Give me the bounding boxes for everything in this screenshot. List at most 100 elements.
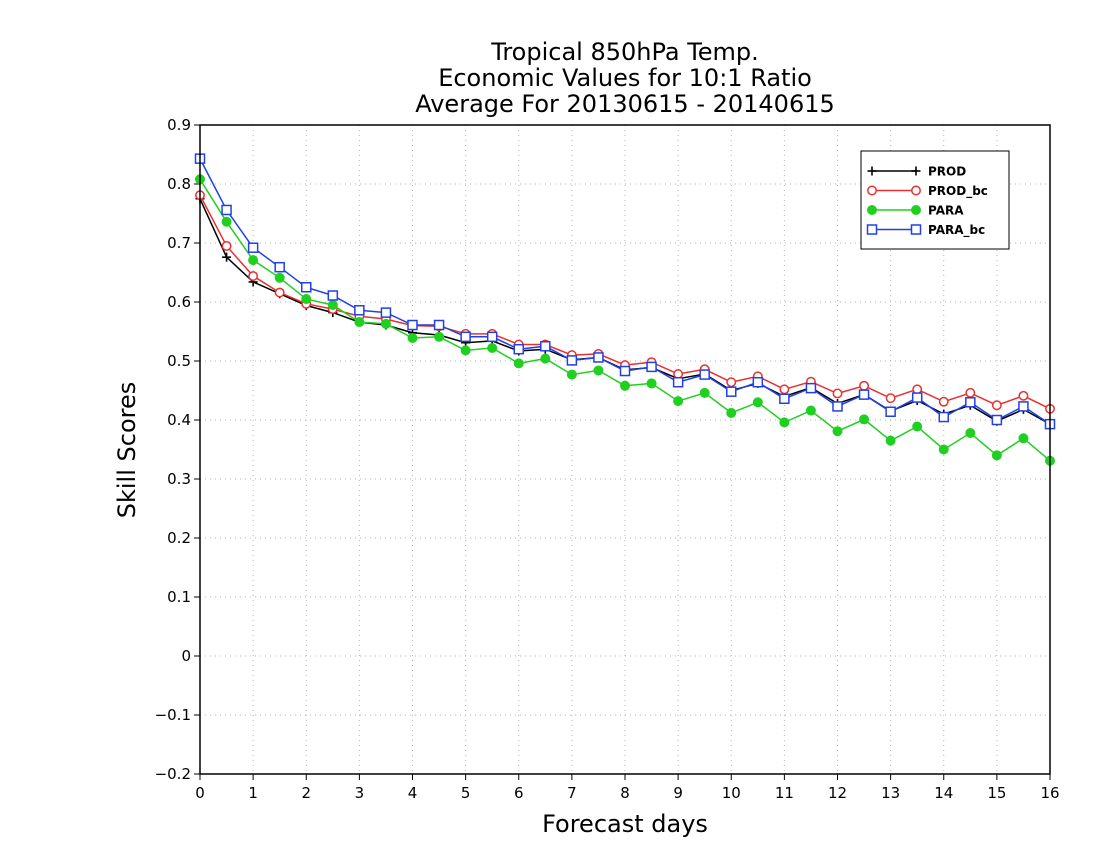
y-tick-label: 0.8 xyxy=(167,175,191,193)
data-point-para xyxy=(274,272,285,283)
data-point-para xyxy=(513,358,524,369)
x-tick-label: 5 xyxy=(461,784,471,802)
data-point-prod-bc xyxy=(938,396,949,407)
data-point-para-bc xyxy=(380,307,392,318)
data-point-para xyxy=(327,299,338,310)
legend-item-para-bc: PARA_bc xyxy=(866,223,985,238)
x-axis-label: Forecast days xyxy=(542,810,708,838)
legend-item-prod: PROD xyxy=(867,165,966,179)
data-point-para-bc xyxy=(832,401,843,412)
data-point-para-bc xyxy=(752,376,764,388)
legend-entries: PROD PROD_bc PARA PARA_bc xyxy=(866,165,988,238)
x-tick-label: 15 xyxy=(987,784,1006,802)
data-point-para-bc xyxy=(513,343,524,355)
data-point-para xyxy=(566,369,577,380)
data-point-para xyxy=(301,294,312,305)
x-tick-label: 2 xyxy=(301,784,311,802)
series-layer xyxy=(194,153,1056,466)
data-point-prod-bc xyxy=(248,271,259,281)
data-point-para-bc xyxy=(274,261,285,273)
legend-label: PROD xyxy=(928,165,966,179)
data-point-para-bc xyxy=(327,290,339,301)
x-tick-label: 0 xyxy=(195,784,205,802)
data-point-para-bc xyxy=(301,282,312,293)
data-point-para xyxy=(779,417,790,428)
data-point-para xyxy=(885,435,896,446)
data-point-para-bc xyxy=(699,369,710,380)
x-tick-label: 7 xyxy=(567,784,577,802)
x-tick-label: 6 xyxy=(514,784,524,802)
data-point-para xyxy=(460,345,471,356)
data-point-para xyxy=(248,255,259,266)
data-point-prod-bc xyxy=(1018,390,1029,401)
legend-marker xyxy=(867,166,877,176)
legend-marker xyxy=(867,185,877,196)
x-tick-label: 11 xyxy=(775,784,794,802)
data-point-para xyxy=(380,318,391,329)
legend-marker xyxy=(866,224,878,235)
data-point-para xyxy=(221,216,232,227)
x-tick-label: 13 xyxy=(881,784,900,802)
x-tick-label: 9 xyxy=(673,784,683,802)
data-point-para-bc xyxy=(407,319,418,331)
y-tick-label: 0.1 xyxy=(167,588,191,606)
data-point-para xyxy=(540,353,551,364)
data-point-para-bc xyxy=(433,319,445,331)
y-tick-label: −0.2 xyxy=(155,765,191,783)
y-tick-label: 0.5 xyxy=(167,352,191,370)
legend-label: PARA xyxy=(928,204,964,218)
data-point-para xyxy=(726,407,737,418)
legend-label: PROD_bc xyxy=(928,184,988,199)
legend-label: PARA_bc xyxy=(928,223,985,238)
data-point-para xyxy=(991,450,1002,461)
data-point-para-bc xyxy=(540,341,551,352)
series-para xyxy=(195,174,1055,466)
data-point-para xyxy=(859,414,870,425)
y-axis-ticks: −0.2 −0.1 0 0.1 0.2 0.3 0.4 0.5 0.6 0.7 0.8 0.9 xyxy=(155,116,200,783)
data-point-prod-bc xyxy=(859,380,870,391)
x-axis-ticks: 0 1 2 3 4 5 6 7 8 9 10 11 12 13 14 15 16 xyxy=(195,774,1060,802)
x-tick-label: 1 xyxy=(248,784,258,802)
x-tick-label: 12 xyxy=(828,784,847,802)
data-point-para-bc xyxy=(911,392,923,403)
data-point-prod-bc xyxy=(965,387,976,398)
data-point-para xyxy=(805,405,816,416)
data-point-para xyxy=(912,421,923,432)
x-tick-label: 16 xyxy=(1040,784,1059,802)
data-point-para-bc xyxy=(672,376,684,388)
data-point-para xyxy=(593,365,604,376)
data-point-para-bc xyxy=(991,414,1003,426)
data-point-para xyxy=(832,426,843,437)
legend-marker xyxy=(910,224,922,235)
plot-frame xyxy=(199,124,1051,775)
data-point-prod xyxy=(222,252,232,262)
legend-marker xyxy=(911,166,921,176)
data-point-prod-bc xyxy=(912,384,923,395)
data-point-para-bc xyxy=(460,331,471,343)
data-point-para-bc xyxy=(247,242,259,253)
data-point-prod-bc xyxy=(673,369,684,379)
data-point-prod-bc xyxy=(726,377,737,388)
data-point-para-bc xyxy=(566,355,578,366)
data-point-para-bc xyxy=(805,382,817,394)
data-point-prod-bc xyxy=(832,388,843,399)
chart-title-line-2: Economic Values for 10:1 Ratio xyxy=(438,64,812,92)
y-tick-label: 0.2 xyxy=(167,529,191,547)
data-point-para-bc xyxy=(1018,401,1029,412)
data-point-para xyxy=(965,427,976,438)
data-point-para xyxy=(673,396,684,407)
data-point-para-bc xyxy=(646,361,657,373)
data-point-para xyxy=(487,343,498,354)
data-point-para-bc xyxy=(965,397,976,408)
y-tick-label: −0.1 xyxy=(155,706,191,724)
data-point-para xyxy=(407,332,418,343)
data-point-prod-bc xyxy=(991,400,1002,411)
data-point-para-bc xyxy=(354,305,365,316)
x-tick-label: 4 xyxy=(408,784,418,802)
data-point-para-bc xyxy=(858,389,870,400)
legend-item-para: PARA xyxy=(867,204,964,218)
y-tick-label: 0.6 xyxy=(167,293,191,311)
x-tick-label: 3 xyxy=(355,784,365,802)
y-axis-label: Skill Scores xyxy=(113,382,141,519)
